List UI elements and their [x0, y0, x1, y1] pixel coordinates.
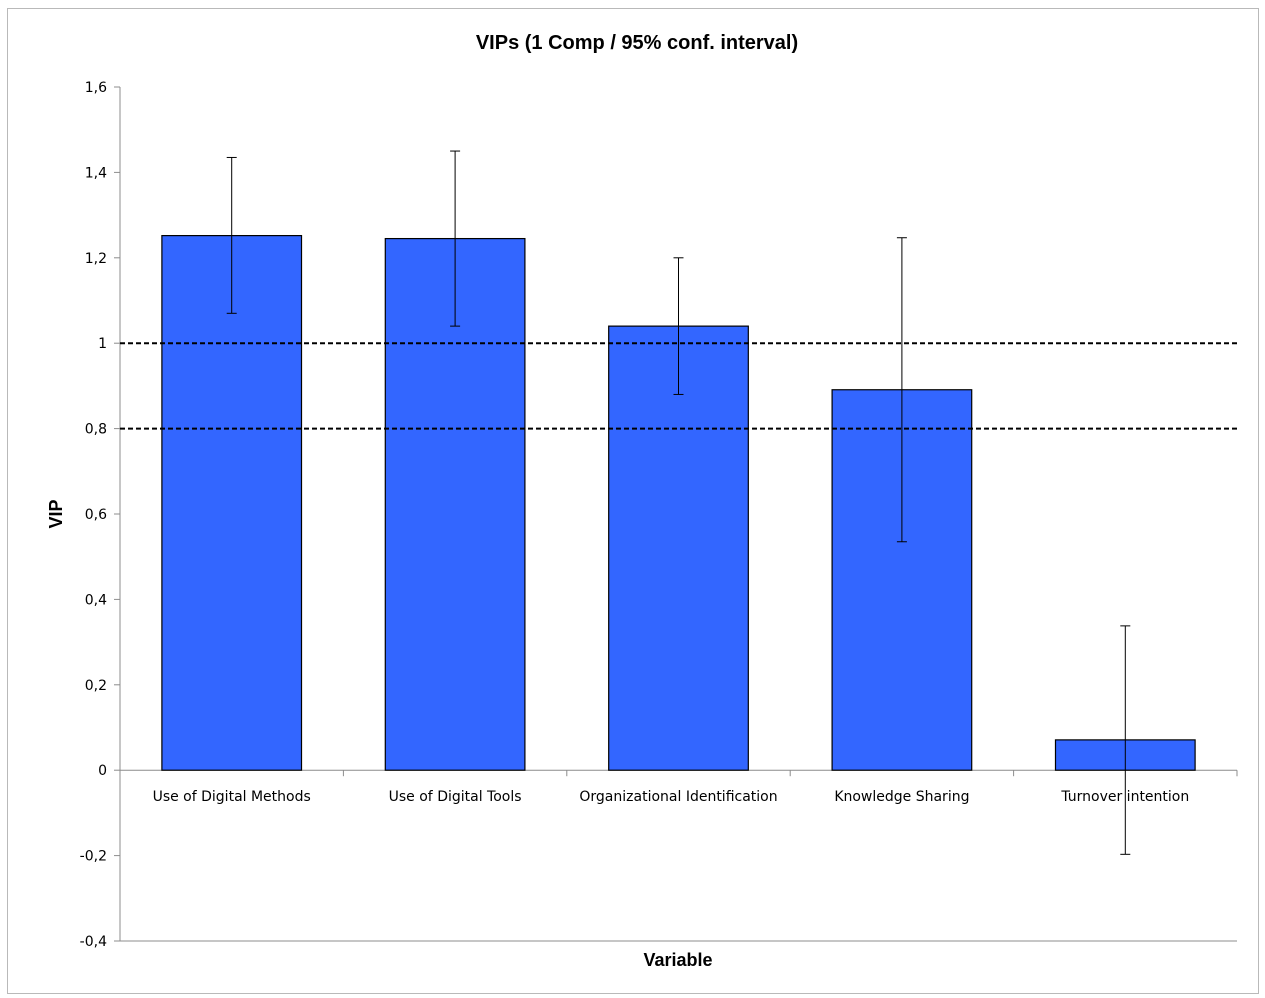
- y-tick-label: 1,6: [85, 80, 107, 96]
- y-tick-label: 0,8: [85, 422, 107, 438]
- x-tick-label: Organizational Identification: [579, 789, 777, 805]
- plot-area: -0,4 -0,2 0 0,2 0,4 0,6 0,8 1 1,2 1,4 1,6 Use of Di…: [80, 80, 1238, 950]
- y-tick-label: 1,4: [85, 165, 107, 181]
- x-tick-label: Knowledge Sharing: [834, 789, 969, 805]
- y-tick-label: 0,6: [85, 507, 107, 523]
- y-axis-title: VIP: [46, 499, 66, 528]
- y-tick-label: -0,4: [80, 934, 107, 950]
- x-tick-label: Use of Digital Tools: [389, 789, 522, 805]
- x-tick-label: Turnover intention: [1060, 789, 1189, 805]
- y-tick-label: 1: [98, 336, 107, 352]
- x-tick-label: Use of Digital Methods: [153, 789, 311, 805]
- y-tick-label: 0,4: [85, 592, 107, 608]
- chart-title: VIPs (1 Comp / 95% conf. interval): [476, 32, 798, 54]
- y-tick-label: 0,2: [85, 678, 107, 694]
- x-axis-title: Variable: [643, 950, 712, 970]
- y-tick-label: 1,2: [85, 251, 107, 267]
- y-tick-label: -0,2: [80, 849, 107, 865]
- bar: [384, 237, 526, 771]
- bar: [161, 234, 303, 771]
- y-tick-label: 0: [98, 763, 107, 779]
- bar: [608, 325, 749, 771]
